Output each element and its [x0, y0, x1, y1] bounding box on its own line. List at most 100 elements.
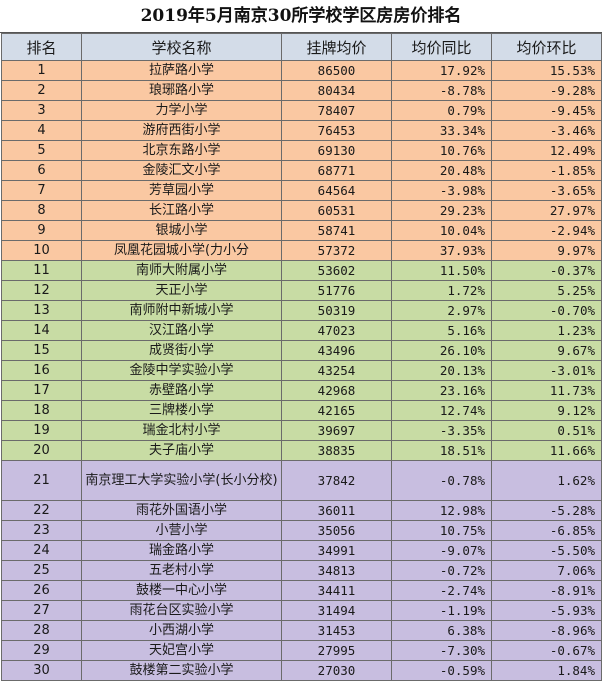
school-cell: 小西湖小学: [81, 620, 282, 641]
price-cell: 37842: [281, 460, 392, 501]
yoy-cell: 37.93%: [391, 240, 492, 261]
rank-cell: 16: [1, 360, 82, 381]
ranking-table: 排名 学校名称 挂牌均价 均价同比 均价环比 1 拉萨路小学 86500 17.92%…: [1, 33, 602, 681]
rank-cell: 20: [1, 440, 82, 461]
header-price: 挂牌均价: [281, 33, 392, 61]
mom-cell: -0.70%: [491, 300, 602, 321]
rank-cell: 12: [1, 280, 82, 301]
table-row: 15 成贤街小学 43496 26.10% 9.67%: [1, 340, 602, 361]
price-cell: 43496: [281, 340, 392, 361]
price-cell: 76453: [281, 120, 392, 141]
mom-cell: -5.50%: [491, 540, 602, 561]
table-row: 18 三牌楼小学 42165 12.74% 9.12%: [1, 400, 602, 421]
school-cell: 北京东路小学: [81, 140, 282, 161]
mom-cell: 12.49%: [491, 140, 602, 161]
rank-cell: 18: [1, 400, 82, 421]
table-row: 11 南师大附属小学 53602 11.50% -0.37%: [1, 260, 602, 281]
table-row: 25 五老村小学 34813 -0.72% 7.06%: [1, 560, 602, 581]
rank-cell: 19: [1, 420, 82, 441]
price-cell: 50319: [281, 300, 392, 321]
header-row: 排名 学校名称 挂牌均价 均价同比 均价环比: [1, 33, 602, 61]
school-cell: 拉萨路小学: [81, 60, 282, 81]
yoy-cell: -3.35%: [391, 420, 492, 441]
yoy-cell: 33.34%: [391, 120, 492, 141]
table-row: 30 鼓楼第二实验小学 27030 -0.59% 1.84%: [1, 660, 602, 681]
yoy-cell: 6.38%: [391, 620, 492, 641]
mom-cell: -2.94%: [491, 220, 602, 241]
yoy-cell: 18.51%: [391, 440, 492, 461]
yoy-cell: -8.78%: [391, 80, 492, 101]
price-cell: 31453: [281, 620, 392, 641]
rank-cell: 10: [1, 240, 82, 261]
header-yoy: 均价同比: [391, 33, 492, 61]
rank-cell: 15: [1, 340, 82, 361]
price-cell: 47023: [281, 320, 392, 341]
table-row: 2 琅琊路小学 80434 -8.78% -9.28%: [1, 80, 602, 101]
yoy-cell: -1.19%: [391, 600, 492, 621]
yoy-cell: 12.98%: [391, 500, 492, 521]
yoy-cell: 10.04%: [391, 220, 492, 241]
mom-cell: -1.85%: [491, 160, 602, 181]
rank-cell: 22: [1, 500, 82, 521]
price-cell: 80434: [281, 80, 392, 101]
school-cell: 南京理工大学实验小学(长小分校): [81, 460, 282, 501]
school-cell: 长江路小学: [81, 200, 282, 221]
table-row: 9 银城小学 58741 10.04% -2.94%: [1, 220, 602, 241]
yoy-cell: 23.16%: [391, 380, 492, 401]
mom-cell: 7.06%: [491, 560, 602, 581]
price-cell: 64564: [281, 180, 392, 201]
price-cell: 58741: [281, 220, 392, 241]
mom-cell: 11.73%: [491, 380, 602, 401]
school-cell: 雨花台区实验小学: [81, 600, 282, 621]
mom-cell: -5.28%: [491, 500, 602, 521]
price-cell: 53602: [281, 260, 392, 281]
mom-cell: -9.45%: [491, 100, 602, 121]
school-cell: 雨花外国语小学: [81, 500, 282, 521]
school-cell: 南师大附属小学: [81, 260, 282, 281]
price-cell: 57372: [281, 240, 392, 261]
price-cell: 86500: [281, 60, 392, 81]
rank-cell: 28: [1, 620, 82, 641]
price-cell: 42165: [281, 400, 392, 421]
price-cell: 42968: [281, 380, 392, 401]
table-row: 16 金陵中学实验小学 43254 20.13% -3.01%: [1, 360, 602, 381]
table-row: 19 瑞金北村小学 39697 -3.35% 0.51%: [1, 420, 602, 441]
school-cell: 力学小学: [81, 100, 282, 121]
yoy-cell: 0.79%: [391, 100, 492, 121]
mom-cell: 9.67%: [491, 340, 602, 361]
rank-cell: 6: [1, 160, 82, 181]
school-cell: 鼓楼一中心小学: [81, 580, 282, 601]
yoy-cell: 10.75%: [391, 520, 492, 541]
price-cell: 60531: [281, 200, 392, 221]
rank-cell: 2: [1, 80, 82, 101]
school-cell: 夫子庙小学: [81, 440, 282, 461]
table-row: 28 小西湖小学 31453 6.38% -8.96%: [1, 620, 602, 641]
table-row: 4 游府西街小学 76453 33.34% -3.46%: [1, 120, 602, 141]
table-row: 20 夫子庙小学 38835 18.51% 11.66%: [1, 440, 602, 461]
yoy-cell: 10.76%: [391, 140, 492, 161]
mom-cell: 1.23%: [491, 320, 602, 341]
table-row: 13 南师附中新城小学 50319 2.97% -0.70%: [1, 300, 602, 321]
mom-cell: 1.62%: [491, 460, 602, 501]
price-cell: 51776: [281, 280, 392, 301]
rank-cell: 23: [1, 520, 82, 541]
price-cell: 27030: [281, 660, 392, 681]
yoy-cell: 29.23%: [391, 200, 492, 221]
price-cell: 34411: [281, 580, 392, 601]
school-cell: 瑞金路小学: [81, 540, 282, 561]
table-row: 17 赤壁路小学 42968 23.16% 11.73%: [1, 380, 602, 401]
rank-cell: 3: [1, 100, 82, 121]
mom-cell: 5.25%: [491, 280, 602, 301]
table-row: 14 汉江路小学 47023 5.16% 1.23%: [1, 320, 602, 341]
school-cell: 天妃宫小学: [81, 640, 282, 661]
price-cell: 35056: [281, 520, 392, 541]
school-cell: 游府西街小学: [81, 120, 282, 141]
header-rank: 排名: [1, 33, 82, 61]
mom-cell: 27.97%: [491, 200, 602, 221]
rank-cell: 5: [1, 140, 82, 161]
rank-cell: 29: [1, 640, 82, 661]
yoy-cell: -7.30%: [391, 640, 492, 661]
mom-cell: 0.51%: [491, 420, 602, 441]
table-row: 26 鼓楼一中心小学 34411 -2.74% -8.91%: [1, 580, 602, 601]
mom-cell: 11.66%: [491, 440, 602, 461]
